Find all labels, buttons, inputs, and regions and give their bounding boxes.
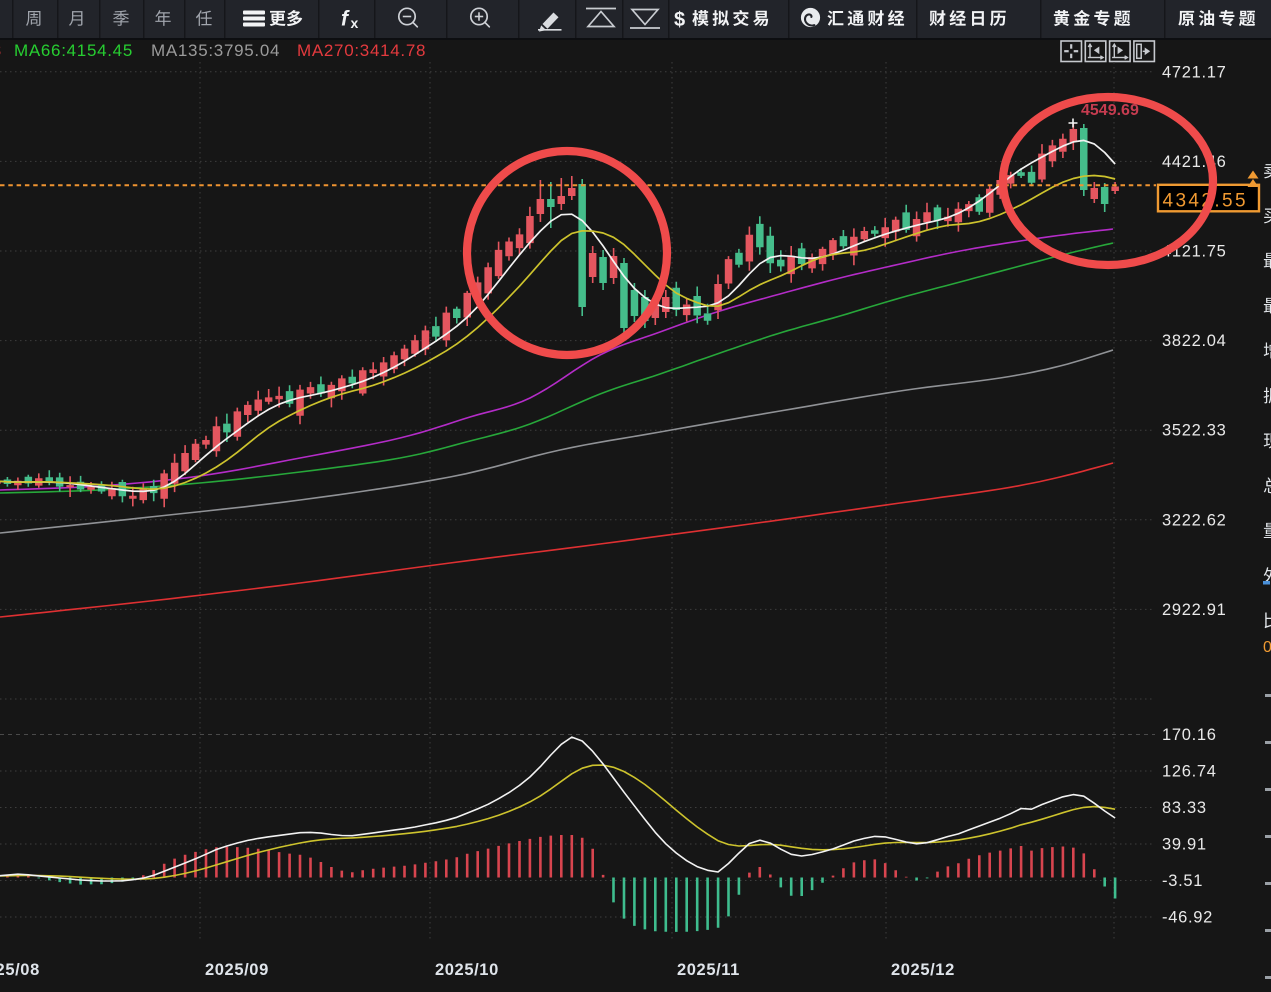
svg-text:2025/10: 2025/10 xyxy=(435,961,499,979)
svg-text:4549.69: 4549.69 xyxy=(1081,102,1139,119)
svg-text:4342.55: 4342.55 xyxy=(1163,191,1248,212)
svg-text:3522.33: 3522.33 xyxy=(1162,422,1227,440)
svg-text:$: $ xyxy=(674,9,685,31)
svg-text:2025/09: 2025/09 xyxy=(205,961,269,979)
svg-text:126.74: 126.74 xyxy=(1162,763,1217,781)
svg-text:-46.92: -46.92 xyxy=(1162,909,1213,927)
svg-text:2025/12: 2025/12 xyxy=(891,961,955,979)
svg-text:2025/11: 2025/11 xyxy=(677,961,740,979)
svg-text:3222.62: 3222.62 xyxy=(1162,511,1227,529)
svg-text:0.: 0. xyxy=(1263,639,1271,656)
svg-text:2025/08: 2025/08 xyxy=(0,961,40,979)
svg-text:39.91: 39.91 xyxy=(1162,836,1207,854)
svg-text:MA66:4154.45: MA66:4154.45 xyxy=(14,41,133,60)
svg-text:2922.91: 2922.91 xyxy=(1162,601,1227,619)
svg-text:170.16: 170.16 xyxy=(1162,726,1217,744)
svg-text:83.33: 83.33 xyxy=(1162,799,1207,817)
svg-text:3822.04: 3822.04 xyxy=(1162,332,1227,350)
svg-text:MA135:3795.04: MA135:3795.04 xyxy=(151,41,280,60)
svg-text:MA270:3414.78: MA270:3414.78 xyxy=(297,41,426,60)
svg-text:f: f xyxy=(341,8,350,31)
svg-text:4421.46: 4421.46 xyxy=(1162,153,1227,171)
svg-text:4721.17: 4721.17 xyxy=(1162,63,1227,81)
svg-text:8: 8 xyxy=(0,42,1,60)
svg-text:-3.51: -3.51 xyxy=(1162,872,1203,890)
svg-text:x: x xyxy=(351,15,359,31)
